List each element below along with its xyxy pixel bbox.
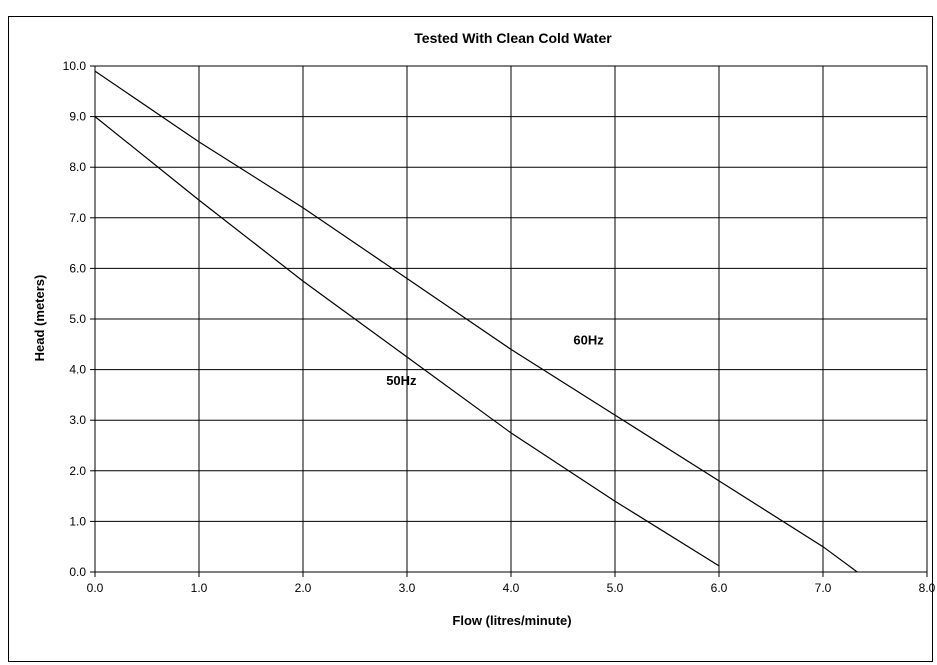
chart-frame [8,16,933,662]
y-tick-label: 4.0 [69,363,86,377]
y-tick-label: 1.0 [69,514,86,528]
x-axis-label: Flow (litres/minute) [452,613,571,628]
x-tick-label: 3.0 [399,581,416,595]
x-tick-label: 6.0 [711,581,728,595]
series-label-60hz: 60Hz [573,332,604,347]
y-tick-label: 9.0 [69,110,86,124]
x-tick-label: 0.0 [87,581,104,595]
x-tick-label: 1.0 [191,581,208,595]
y-tick-label: 2.0 [69,464,86,478]
y-axis-ticks: 0.0 1.0 2.0 3.0 4.0 5.0 6.0 7.0 8.0 9.0 10.0 [63,59,87,579]
series-line-50hz [94,116,720,567]
series-label-50hz: 50Hz [386,373,417,388]
x-tick-label: 5.0 [607,581,624,595]
series-lines: 60Hz 50Hz [94,70,858,573]
y-tick-label: 3.0 [69,413,86,427]
x-axis-ticks: 0.0 1.0 2.0 3.0 4.0 5.0 6.0 7.0 8.0 [87,581,936,595]
chart-title: Tested With Clean Cold Water [414,30,612,46]
series-line-60hz [94,70,858,573]
y-tick-label: 6.0 [69,261,86,275]
y-tick-label: 5.0 [69,312,86,326]
y-tick-label: 10.0 [63,59,87,73]
x-tick-label: 8.0 [919,581,936,595]
y-tick-label: 8.0 [69,160,86,174]
grid [90,65,928,577]
y-tick-label: 0.0 [69,565,86,579]
x-tick-label: 7.0 [815,581,832,595]
x-tick-label: 2.0 [295,581,312,595]
y-tick-label: 7.0 [69,211,86,225]
x-tick-label: 4.0 [503,581,520,595]
y-axis-label: Head (meters) [32,275,47,362]
